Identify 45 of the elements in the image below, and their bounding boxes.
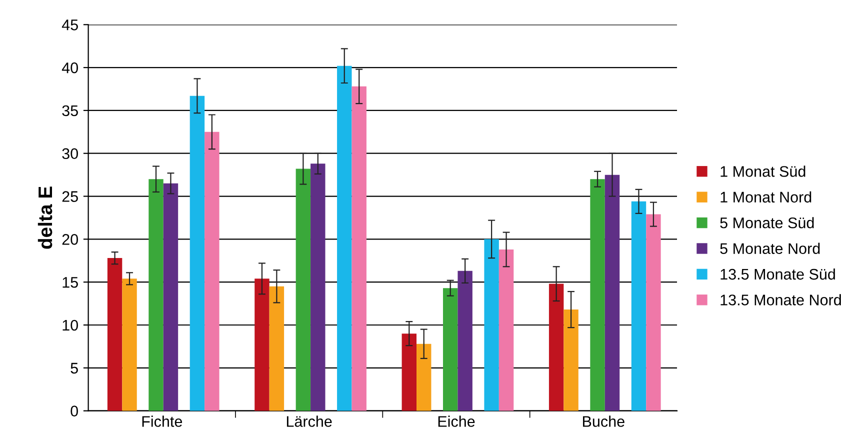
bar: [631, 201, 646, 411]
bar: [498, 249, 514, 411]
bar: [352, 86, 366, 411]
legend-label: 5 Monate Süd: [720, 217, 814, 228]
bar: [122, 278, 137, 411]
y-tick-label: 5: [70, 362, 78, 374]
y-tick-label: 35: [62, 105, 78, 116]
bar: [646, 214, 661, 411]
y-tick-label: 30: [62, 148, 78, 160]
y-tick-label: 15: [62, 277, 78, 288]
y-tick-label: 20: [62, 234, 78, 245]
bar: [107, 258, 122, 411]
x-tick-label: Buche: [583, 416, 624, 427]
x-tick-label: Lärche: [286, 416, 332, 427]
y-tick-label: 0: [70, 406, 78, 416]
bar: [148, 179, 164, 411]
bar: [296, 168, 311, 411]
bar: [564, 310, 578, 411]
legend-label: 1 Monat Süd: [720, 166, 806, 177]
bar: [484, 239, 499, 411]
bar: [269, 286, 284, 411]
bar: [204, 132, 220, 411]
y-tick-label: 10: [62, 320, 78, 331]
bar: [604, 174, 620, 411]
bar: [548, 284, 564, 411]
y-tick-label: 45: [62, 20, 78, 30]
y-tick-label: 25: [62, 191, 78, 202]
y-axis-title: delta E: [38, 186, 52, 249]
legend-label: 5 Monate Nord: [720, 242, 820, 254]
bar: [416, 344, 432, 411]
bar: [458, 270, 472, 411]
bar: [442, 288, 458, 411]
bar: [190, 96, 205, 411]
legend-label: 13.5 Monate Süd: [720, 268, 835, 280]
bar: [163, 183, 178, 411]
bar: [590, 179, 605, 411]
bar: [254, 278, 270, 411]
legend-label: 1 Monat Nord: [720, 191, 812, 203]
x-tick-label: Eiche: [438, 416, 475, 427]
y-tick-label: 40: [62, 62, 78, 74]
bar: [337, 66, 352, 411]
bar: [310, 164, 326, 411]
legend-label: 13.5 Monate Nord: [720, 294, 841, 306]
bar: [402, 334, 417, 411]
x-tick-label: Fichte: [142, 416, 182, 427]
